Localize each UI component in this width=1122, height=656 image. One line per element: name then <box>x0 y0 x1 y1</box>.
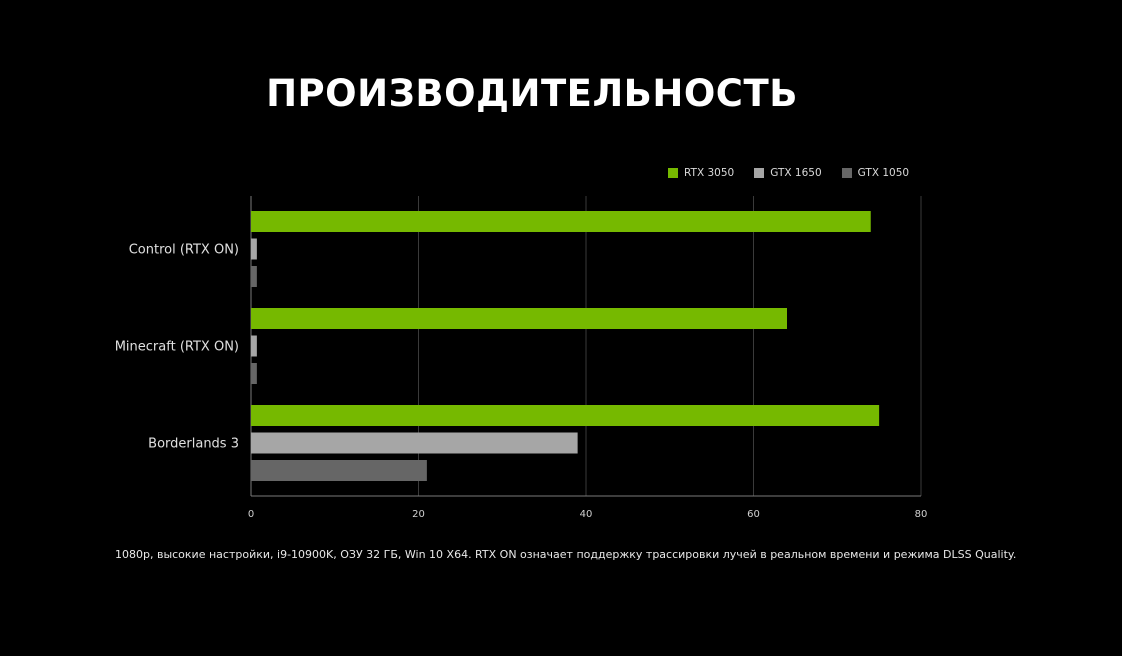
x-tick-label-60: 60 <box>747 509 760 520</box>
bar-3-gtx-1050 <box>251 460 427 481</box>
bar-2-gtx-1050 <box>251 363 257 384</box>
legend-item-gtx-1650: GTX 1650 <box>754 167 822 179</box>
bar-1-rtx-3050 <box>251 211 871 232</box>
legend-label-rtx-3050: RTX 3050 <box>684 167 735 179</box>
bar-1-gtx-1050 <box>251 266 257 287</box>
legend-swatch-gtx-1650 <box>754 168 765 178</box>
category-label-1: Control (RTX ON) <box>129 243 239 258</box>
x-tick-label-0: 0 <box>248 509 254 520</box>
legend-swatch-gtx-1050 <box>841 168 852 178</box>
legend-label-gtx-1050: GTX 1050 <box>857 167 910 179</box>
bar-1-gtx-1650 <box>251 238 257 260</box>
x-tick-label-40: 40 <box>580 509 593 520</box>
legend-item-gtx-1050: GTX 1050 <box>841 167 910 179</box>
chart-legend: RTX 3050 GTX 1650 GTX 1050 <box>668 167 929 179</box>
bar-3-gtx-1650 <box>251 432 578 454</box>
x-tick-label-80: 80 <box>915 509 928 520</box>
legend-label-gtx-1650: GTX 1650 <box>770 167 822 179</box>
category-label-3: Borderlands 3 <box>148 437 239 452</box>
footnote: 1080p, высокие настройки, i9-10900K, ОЗУ… <box>115 548 1017 561</box>
bar-2-rtx-3050 <box>251 308 787 329</box>
bar-2-gtx-1650 <box>251 335 257 357</box>
bar-3-rtx-3050 <box>251 405 880 426</box>
page-title: ПРОИЗВОДИТЕЛЬНОСТЬ <box>266 72 798 115</box>
x-tick-label-20: 20 <box>412 509 425 520</box>
legend-item-rtx-3050: RTX 3050 <box>668 167 734 179</box>
legend-swatch-rtx-3050 <box>668 168 678 178</box>
category-label-2: Minecraft (RTX ON) <box>115 340 239 355</box>
